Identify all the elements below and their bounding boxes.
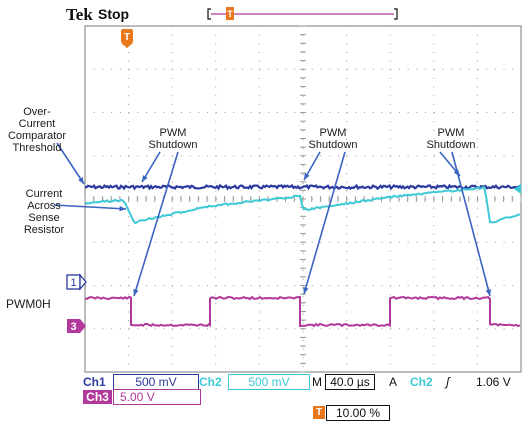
rising-edge-icon: ʃ	[446, 375, 450, 389]
ch3-scale[interactable]: 5.00 V	[113, 389, 201, 405]
trigger-level-marker[interactable]	[514, 184, 521, 194]
pwm-shutdown-label-2: PWM Shutdown	[308, 127, 358, 151]
ch1-scale[interactable]: 500 mV	[113, 374, 199, 390]
pwm-shutdown-label-3: PWM Shutdown	[426, 127, 476, 151]
pwm0h-annotation: PWM0H	[6, 297, 51, 311]
trigger-source[interactable]: Ch2	[410, 375, 433, 389]
trigger-mode[interactable]: A	[389, 375, 398, 389]
ch1-threshold-trace	[84, 183, 521, 191]
ch3-pwm0h-trace	[84, 295, 521, 328]
ch1-ground-marker[interactable]: 1	[66, 273, 87, 291]
timebase-prefix: M	[312, 375, 322, 389]
trigger-position-icon: T	[313, 406, 325, 419]
ch1-marker-label: 1	[70, 277, 76, 289]
pwm-shutdown-label-1: PWM Shutdown	[148, 127, 198, 151]
sense-current-annotation: Current Across Sense Resistor	[23, 188, 65, 236]
trigger-marker-glyph: T	[124, 32, 130, 43]
trigger-position-readout[interactable]: 10.00 %	[326, 405, 390, 421]
scope-graticule	[84, 25, 522, 373]
ch3-marker-label: 3	[70, 321, 76, 333]
trigger-position-marker[interactable]: T	[121, 29, 133, 48]
ch2-name[interactable]: Ch2	[199, 375, 222, 389]
brand-logo: Tek	[66, 5, 93, 24]
threshold-annotation: Over- Current Comparator Threshold	[7, 106, 67, 154]
record-trigger-glyph: T	[227, 9, 233, 19]
ch3-ground-marker[interactable]: 3	[67, 319, 86, 333]
ch2-scale[interactable]: 500 mV	[228, 374, 310, 390]
timebase-value[interactable]: 40.0 µs	[325, 374, 375, 390]
ch3-name[interactable]: Ch3	[83, 390, 112, 404]
ch1-name[interactable]: Ch1	[83, 375, 106, 389]
ch2-sense-current-trace	[84, 185, 521, 225]
trigger-level[interactable]: 1.06 V	[476, 375, 511, 389]
run-state-label: Stop	[98, 6, 129, 22]
annotation-arrows	[53, 142, 491, 297]
record-position-bar[interactable]: T	[207, 7, 398, 20]
